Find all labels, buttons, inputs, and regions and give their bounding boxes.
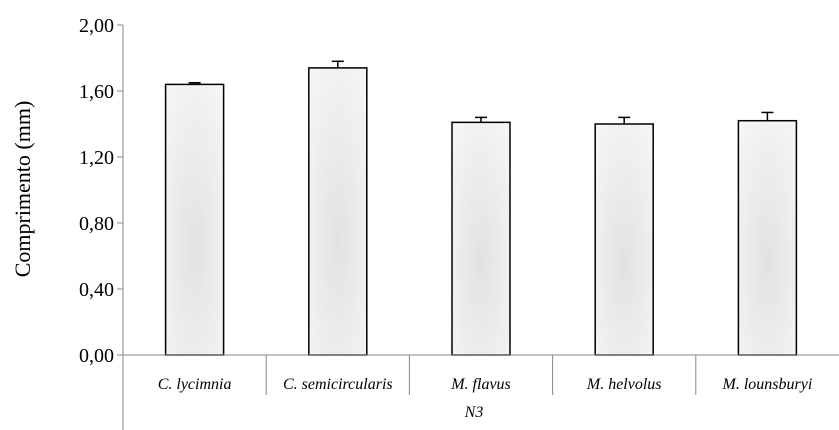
- x-axis-labels: C. lycimnia C. semicircularis M. flavus M. …: [158, 376, 813, 393]
- bar: [164, 83, 225, 356]
- y-axis-title: Comprimento (mm): [10, 101, 35, 278]
- group-label: N3: [464, 404, 484, 421]
- category-label: C. semicircularis: [283, 376, 393, 393]
- y-tick-label: 1,20: [79, 147, 114, 169]
- y-tick-label: 0,00: [79, 345, 114, 367]
- bars: [164, 60, 798, 356]
- bar: [737, 119, 798, 356]
- category-label: M. flavus: [450, 376, 511, 393]
- y-axis-ticks: 0,00 0,40 0,80 1,20 1,60 2,00: [79, 15, 123, 367]
- y-tick-label: 2,00: [79, 15, 114, 37]
- axes: [122, 25, 839, 430]
- category-label: C. lycimnia: [158, 376, 232, 393]
- y-tick-label: 0,40: [79, 279, 114, 301]
- bar: [308, 67, 368, 356]
- y-tick-label: 0,80: [79, 213, 114, 235]
- category-label: M. lounsburyi: [722, 376, 813, 393]
- bar: [594, 123, 654, 356]
- bar: [451, 121, 511, 356]
- category-label: M. helvolus: [586, 376, 662, 393]
- y-tick-label: 1,60: [79, 81, 114, 103]
